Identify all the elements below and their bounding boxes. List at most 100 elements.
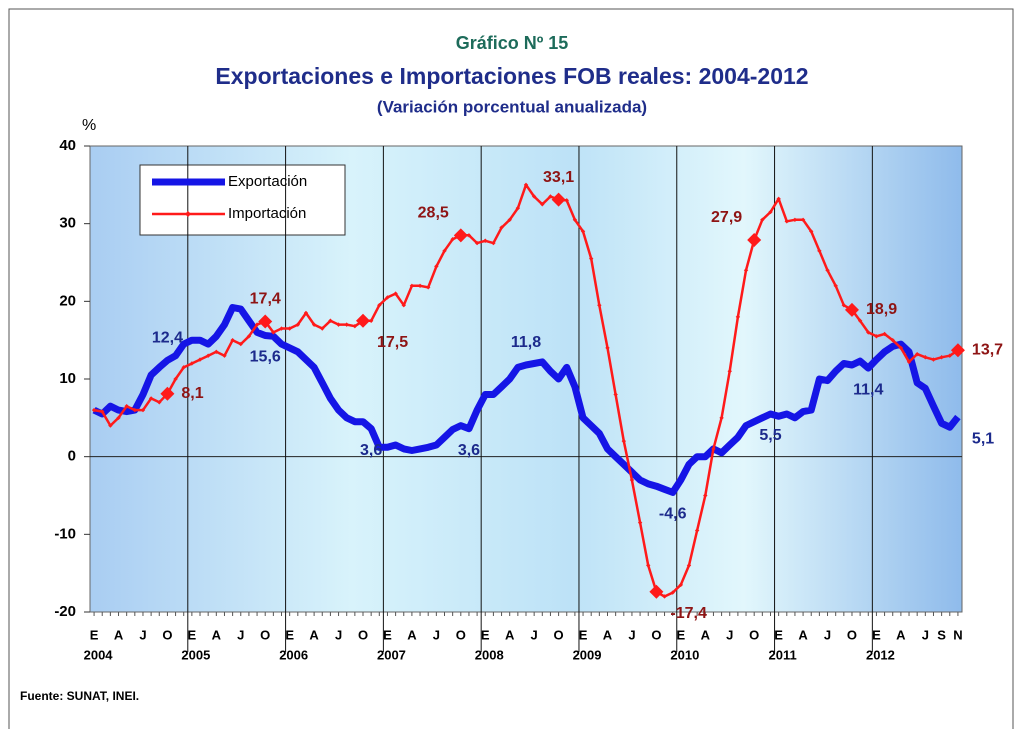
point-marker <box>866 330 871 335</box>
x-tick-label: A <box>896 627 906 642</box>
point-marker <box>368 318 374 323</box>
point-marker <box>719 415 724 421</box>
point-marker <box>882 331 887 337</box>
year-label: 2010 <box>670 647 699 662</box>
point-marker <box>548 194 553 199</box>
x-tick-label: A <box>603 627 613 642</box>
x-tick-label: O <box>749 627 759 642</box>
point-marker <box>572 217 578 222</box>
point-marker <box>132 407 138 413</box>
legend-marker <box>185 211 191 217</box>
data-label: 17,5 <box>377 334 408 351</box>
point-marker <box>279 326 284 331</box>
point-marker <box>947 353 952 358</box>
point-marker <box>629 477 635 483</box>
point-marker <box>507 217 512 222</box>
point-marker <box>662 594 667 599</box>
x-tick-label: A <box>798 627 808 642</box>
point-marker <box>222 353 227 358</box>
point-marker <box>474 240 480 246</box>
point-marker <box>311 322 317 327</box>
x-tick-label: E <box>872 627 881 642</box>
chart-title: Exportaciones e Importaciones FOB reales… <box>215 63 808 89</box>
x-tick-label: O <box>162 627 172 642</box>
point-marker <box>417 283 423 288</box>
chart-subtitle: (Variación porcentual anualizada) <box>377 97 647 116</box>
y-axis-label: % <box>82 117 96 134</box>
point-marker <box>800 217 806 222</box>
point-marker <box>605 345 610 351</box>
data-label: 5,5 <box>759 427 781 444</box>
point-marker <box>747 232 762 247</box>
x-tick-label: E <box>677 627 686 642</box>
point-marker <box>230 337 235 343</box>
x-tick-label: J <box>433 627 440 642</box>
x-tick-label: J <box>335 627 342 642</box>
chart-number: Gráfico Nº 15 <box>456 33 569 53</box>
data-label: 11,8 <box>511 334 541 351</box>
data-label: 3,6 <box>458 442 480 459</box>
point-marker <box>760 217 765 222</box>
x-tick-label: J <box>628 627 635 642</box>
year-label: 2004 <box>84 647 114 662</box>
y-tick-label: 0 <box>68 448 76 465</box>
data-label: 18,9 <box>866 301 897 318</box>
point-marker <box>597 303 602 308</box>
x-tick-label: O <box>260 627 270 642</box>
point-marker <box>181 365 186 370</box>
point-marker <box>649 584 664 599</box>
data-label: 17,4 <box>250 291 281 308</box>
x-tick-label: E <box>481 627 490 642</box>
point-marker <box>352 323 358 329</box>
data-label: 12,4 <box>152 330 183 347</box>
legend <box>139 164 346 236</box>
point-marker <box>564 198 569 203</box>
x-tick-label: E <box>188 627 197 642</box>
series-line <box>92 304 961 496</box>
point-marker <box>531 194 537 199</box>
point-marker <box>768 209 773 215</box>
point-marker <box>784 219 789 224</box>
point-marker <box>898 345 904 351</box>
point-marker <box>588 256 594 261</box>
point-marker <box>540 202 545 207</box>
data-label: 5,1 <box>972 430 994 447</box>
x-tick-label: O <box>651 627 661 642</box>
point-marker <box>580 229 586 234</box>
year-label: 2008 <box>475 647 504 662</box>
y-tick-label: 10 <box>59 370 76 387</box>
point-marker <box>453 228 468 243</box>
point-marker <box>246 334 252 339</box>
y-tick-label: -10 <box>54 525 76 542</box>
point-marker <box>254 322 260 327</box>
point-marker <box>238 341 243 347</box>
point-marker <box>906 359 912 365</box>
point-marker <box>442 248 447 254</box>
point-marker <box>271 330 276 335</box>
point-marker <box>646 563 651 568</box>
point-marker <box>295 322 301 327</box>
point-marker <box>189 361 195 366</box>
point-marker <box>344 322 349 327</box>
point-marker <box>336 322 341 327</box>
point-marker <box>825 268 830 273</box>
x-tick-label: S <box>937 627 946 642</box>
legend-label: Importación <box>228 205 306 222</box>
x-tick-label: O <box>554 627 564 642</box>
data-label: 8,1 <box>181 385 203 402</box>
data-label: 15,6 <box>250 349 281 366</box>
x-tick-label: E <box>90 627 99 642</box>
point-marker <box>491 240 496 246</box>
point-marker <box>923 355 928 360</box>
year-label: 2007 <box>377 647 406 662</box>
point-marker <box>148 396 154 401</box>
x-tick-label: J <box>237 627 244 642</box>
point-marker <box>173 376 178 382</box>
data-label: 27,9 <box>711 209 742 226</box>
point-marker <box>108 423 113 428</box>
point-marker <box>303 310 309 316</box>
point-marker <box>515 205 521 211</box>
point-marker <box>160 386 175 401</box>
year-label: 2011 <box>769 647 797 662</box>
point-marker <box>426 285 431 290</box>
